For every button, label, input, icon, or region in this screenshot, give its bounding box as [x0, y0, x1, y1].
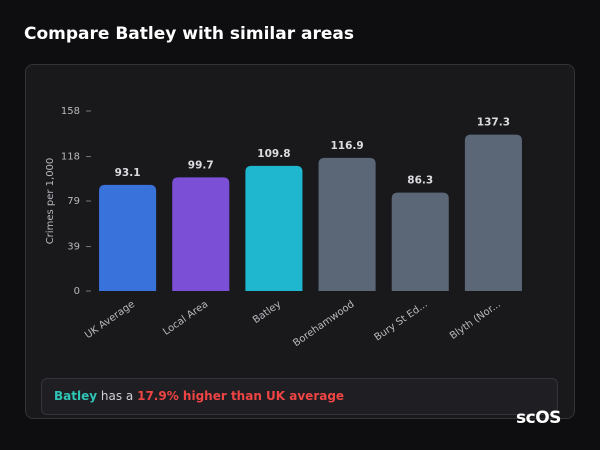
y-axis-label: Crimes per 1,000 — [45, 158, 56, 245]
callout-area: Batley — [54, 389, 98, 403]
y-tick-label: 118 — [61, 152, 80, 163]
value-label: 93.1 — [115, 167, 141, 179]
value-label: 116.9 — [330, 140, 363, 152]
x-tick-label: Bury St Ed... — [373, 299, 430, 344]
logo: scOS — [516, 408, 561, 428]
bar — [464, 134, 522, 291]
value-label: 109.8 — [257, 148, 290, 160]
bar — [391, 192, 449, 291]
value-label: 137.3 — [477, 117, 510, 129]
x-tick-label: Batley — [251, 299, 283, 326]
callout-text: has a — [100, 389, 134, 403]
y-tick-label: 79 — [67, 196, 80, 207]
value-label: 86.3 — [407, 175, 433, 187]
y-tick-label: 0 — [74, 286, 80, 297]
x-tick-label: UK Average — [83, 299, 137, 341]
bar — [318, 157, 376, 291]
page-title: Compare Batley with similar areas — [24, 24, 354, 44]
y-tick-label: 158 — [61, 106, 80, 117]
x-tick-label: Local Area — [161, 299, 210, 338]
value-label: 99.7 — [188, 159, 214, 171]
callout-highlight: 17.9% higher than UK average — [137, 389, 345, 403]
x-tick-label: Borehamwood — [291, 299, 356, 349]
bar — [172, 177, 230, 291]
bar — [245, 165, 303, 291]
callout: Batley has a 17.9% higher than UK averag… — [41, 378, 558, 415]
y-tick-label: 39 — [67, 242, 80, 253]
x-tick-label: Blyth (Nor... — [448, 299, 503, 342]
bar — [99, 184, 157, 291]
